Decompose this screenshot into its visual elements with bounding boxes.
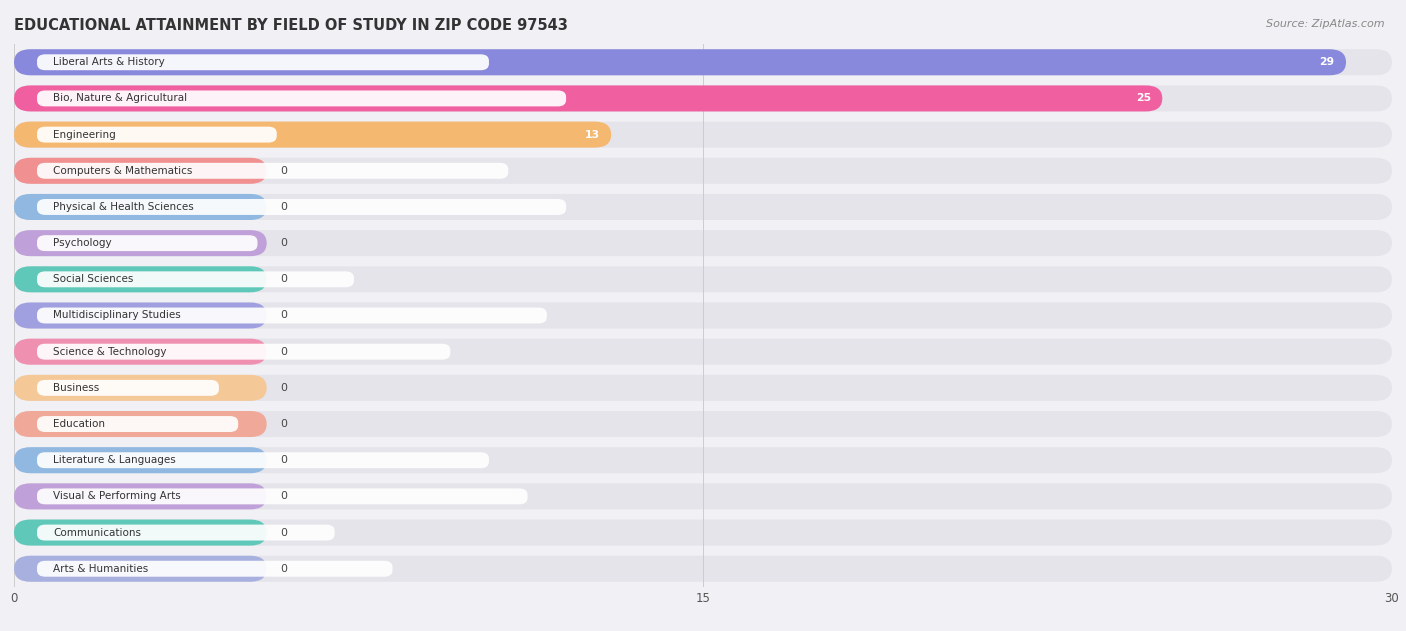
FancyBboxPatch shape [14,194,1392,220]
FancyBboxPatch shape [14,483,1392,509]
FancyBboxPatch shape [14,122,612,148]
Text: Education: Education [53,419,105,429]
Text: Engineering: Engineering [53,129,115,139]
FancyBboxPatch shape [14,49,1346,75]
Text: 0: 0 [280,202,287,212]
Text: Social Sciences: Social Sciences [53,274,134,285]
Text: 0: 0 [280,166,287,176]
Text: 0: 0 [280,274,287,285]
FancyBboxPatch shape [14,302,267,329]
FancyBboxPatch shape [14,447,267,473]
FancyBboxPatch shape [14,85,1163,112]
Text: 0: 0 [280,419,287,429]
FancyBboxPatch shape [37,54,489,70]
Text: Physical & Health Sciences: Physical & Health Sciences [53,202,194,212]
Text: Communications: Communications [53,528,141,538]
FancyBboxPatch shape [14,85,1392,112]
FancyBboxPatch shape [37,380,219,396]
Text: Visual & Performing Arts: Visual & Performing Arts [53,492,181,502]
Text: 25: 25 [1136,93,1152,103]
FancyBboxPatch shape [14,230,267,256]
FancyBboxPatch shape [14,375,267,401]
FancyBboxPatch shape [37,344,450,360]
FancyBboxPatch shape [14,519,1392,546]
FancyBboxPatch shape [14,158,1392,184]
FancyBboxPatch shape [14,230,1392,256]
FancyBboxPatch shape [37,271,354,287]
Text: Business: Business [53,383,100,393]
Text: Multidisciplinary Studies: Multidisciplinary Studies [53,310,181,321]
Text: 0: 0 [280,310,287,321]
FancyBboxPatch shape [14,375,1392,401]
FancyBboxPatch shape [37,416,238,432]
FancyBboxPatch shape [14,483,267,509]
Text: 0: 0 [280,238,287,248]
FancyBboxPatch shape [37,199,567,215]
FancyBboxPatch shape [14,158,267,184]
FancyBboxPatch shape [14,122,1392,148]
Text: 0: 0 [280,455,287,465]
FancyBboxPatch shape [14,49,1392,75]
Text: Source: ZipAtlas.com: Source: ZipAtlas.com [1267,19,1385,29]
FancyBboxPatch shape [37,235,257,251]
FancyBboxPatch shape [37,488,527,504]
Text: Arts & Humanities: Arts & Humanities [53,563,149,574]
FancyBboxPatch shape [14,556,267,582]
Text: Psychology: Psychology [53,238,111,248]
FancyBboxPatch shape [14,302,1392,329]
FancyBboxPatch shape [37,163,508,179]
FancyBboxPatch shape [14,339,267,365]
Text: Literature & Languages: Literature & Languages [53,455,176,465]
FancyBboxPatch shape [14,266,1392,292]
FancyBboxPatch shape [14,519,267,546]
FancyBboxPatch shape [37,452,489,468]
Text: 0: 0 [280,383,287,393]
FancyBboxPatch shape [14,339,1392,365]
Text: EDUCATIONAL ATTAINMENT BY FIELD OF STUDY IN ZIP CODE 97543: EDUCATIONAL ATTAINMENT BY FIELD OF STUDY… [14,18,568,33]
FancyBboxPatch shape [37,127,277,143]
Text: 13: 13 [585,129,599,139]
Text: 0: 0 [280,492,287,502]
Text: 29: 29 [1319,57,1334,68]
Text: 0: 0 [280,563,287,574]
FancyBboxPatch shape [14,411,267,437]
FancyBboxPatch shape [37,90,567,107]
Text: Bio, Nature & Agricultural: Bio, Nature & Agricultural [53,93,187,103]
Text: Computers & Mathematics: Computers & Mathematics [53,166,193,176]
Text: Science & Technology: Science & Technology [53,346,166,357]
FancyBboxPatch shape [37,307,547,324]
FancyBboxPatch shape [14,556,1392,582]
FancyBboxPatch shape [14,194,267,220]
Text: 0: 0 [280,528,287,538]
FancyBboxPatch shape [14,266,267,292]
Text: 0: 0 [280,346,287,357]
FancyBboxPatch shape [37,524,335,541]
FancyBboxPatch shape [37,561,392,577]
FancyBboxPatch shape [14,411,1392,437]
Text: Liberal Arts & History: Liberal Arts & History [53,57,165,68]
FancyBboxPatch shape [14,447,1392,473]
